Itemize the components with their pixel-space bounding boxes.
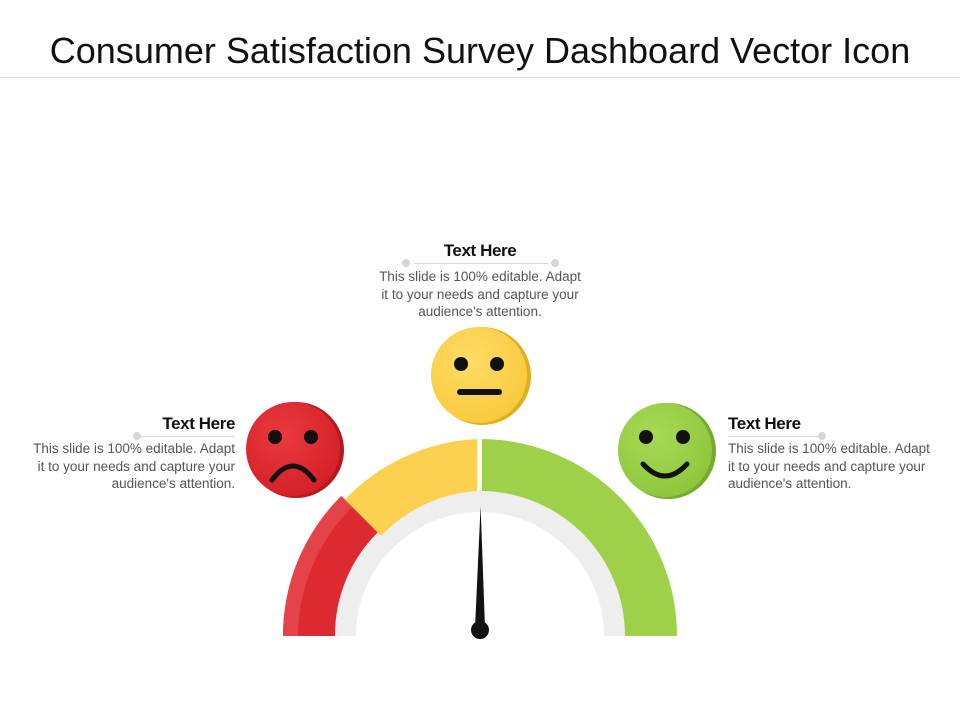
happy-face-icon	[618, 403, 716, 499]
heading-underline	[414, 263, 548, 264]
neutral-face-icon	[431, 327, 531, 425]
title-divider	[0, 77, 960, 78]
page-title: Consumer Satisfaction Survey Dashboard V…	[49, 30, 911, 71]
body-line: This slide is 100% editable. Adapt	[379, 269, 581, 284]
text-block-body: This slide is 100% editable. Adapt it to…	[10, 440, 235, 493]
gauge-segment-red-shade	[282, 496, 353, 636]
body-line: it to your needs and capture your	[37, 458, 235, 474]
sad-face-icon	[246, 402, 344, 498]
body-line: audience's attention.	[111, 476, 235, 491]
gauge-segment-red	[282, 496, 378, 636]
connector-dot	[551, 259, 559, 267]
gauge-segment-yellow	[344, 439, 477, 536]
body-line: This slide is 100% editable. Adapt	[33, 441, 235, 456]
connector-dot	[133, 432, 141, 440]
gauge-segment-green	[482, 439, 678, 636]
gauge-needle-hub	[471, 621, 489, 639]
text-block-heading: Text Here	[162, 414, 235, 433]
heading-underline	[728, 436, 818, 437]
heading-underline	[141, 436, 235, 437]
gauge-needle	[475, 506, 485, 628]
connector-dot	[402, 259, 410, 267]
text-block-body: This slide is 100% editable. Adapt it to…	[728, 440, 953, 493]
body-line: This slide is 100% editable. Adapt	[728, 441, 930, 456]
body-line: it to your needs and capture your	[381, 286, 579, 302]
text-block-center: Text Here This slide is 100% editable. A…	[350, 241, 610, 321]
text-block-body: This slide is 100% editable. Adapt it to…	[350, 268, 610, 321]
connector-dot	[818, 432, 826, 440]
text-block-right: Text Here This slide is 100% editable. A…	[728, 414, 953, 493]
gauge-inner-track	[334, 490, 626, 636]
body-line: it to your needs and capture your	[728, 458, 926, 474]
body-line: audience's attention.	[728, 476, 852, 491]
text-block-heading: Text Here	[728, 414, 801, 433]
body-line: audience's attention.	[418, 304, 542, 319]
text-block-left: Text Here This slide is 100% editable. A…	[10, 414, 235, 493]
text-block-heading: Text Here	[443, 241, 517, 260]
